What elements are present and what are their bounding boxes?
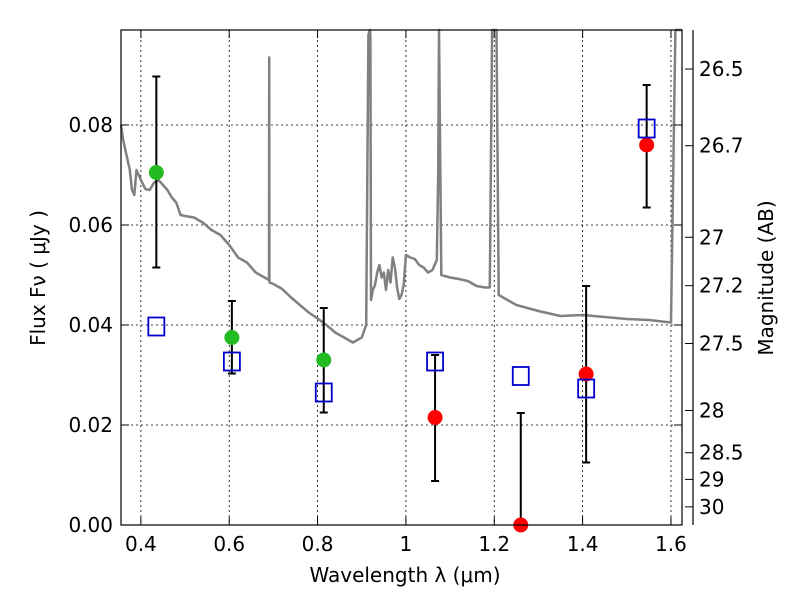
data-marks (147, 75, 656, 533)
right-axis-tick-label: 27.5 (699, 331, 744, 355)
x-tick-label: 1 (400, 532, 413, 556)
axis-ticks: 0.4 0.6 0.8 1 1.2 1.4 1.6 0.00 0.02 0.04 0.06 0.08 2… (68, 30, 744, 556)
model-photometry-square (577, 378, 596, 399)
x-tick-label: 0.4 (125, 532, 157, 556)
red-data-point (578, 366, 594, 382)
y-axis-label: Flux Fν ( μJy ) (26, 210, 50, 346)
green-data-point (148, 165, 164, 180)
x-tick-label: 1.2 (478, 532, 510, 556)
x-tick-label: 1.6 (655, 532, 687, 556)
x-axis-label: Wavelength λ (μm) (309, 563, 500, 587)
y-tick-label: 0.04 (68, 313, 113, 337)
model-photometry-square (147, 316, 166, 337)
plot-frame (120, 29, 683, 526)
right-axis-tick-label: 26.5 (699, 57, 744, 81)
model-spectrum-line (119, 28, 682, 344)
x-tick-label: 0.8 (302, 532, 334, 556)
y-tick-label: 0.08 (68, 113, 113, 137)
model-photometry-square (426, 351, 444, 372)
green-data-point (224, 330, 240, 345)
x-tick-label: 1.4 (567, 532, 599, 556)
right-axis-tick-label: 26.7 (699, 134, 744, 158)
model-photometry-square (314, 382, 333, 403)
red-data-point (639, 137, 655, 153)
right-axis-label: Magnitude (AB) (754, 200, 778, 355)
right-axis-tick-label: 27.2 (699, 274, 744, 298)
y-tick-label: 0.00 (68, 513, 113, 537)
right-axis-tick-label: 27 (699, 225, 724, 249)
model-photometry-square (222, 351, 241, 372)
gridlines (121, 30, 682, 526)
right-axis-tick-label: 28.5 (699, 441, 744, 465)
right-axis-tick-label: 30 (699, 495, 724, 519)
x-tick-label: 0.6 (213, 532, 245, 556)
model-photometry-square (637, 118, 656, 139)
right-axis-tick-label: 28 (699, 398, 724, 422)
model-photometry-square (511, 366, 530, 386)
y-tick-label: 0.06 (68, 213, 113, 237)
red-data-point (427, 410, 443, 425)
green-data-point (316, 352, 332, 368)
y-tick-label: 0.02 (68, 413, 113, 437)
right-axis-tick-label: 29 (699, 467, 724, 491)
